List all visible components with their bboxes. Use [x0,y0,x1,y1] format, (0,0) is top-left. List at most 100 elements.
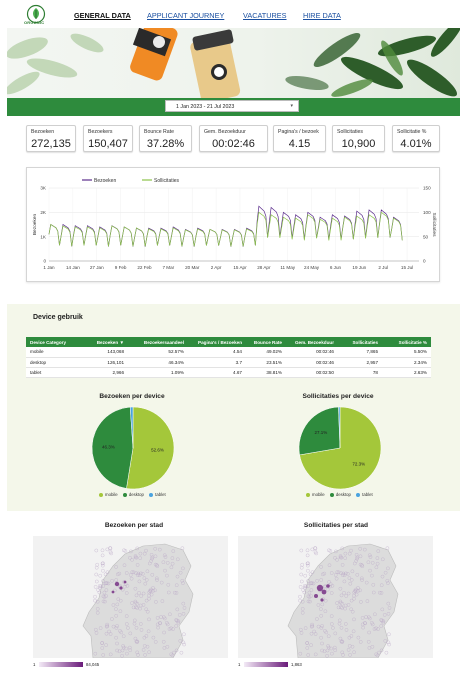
city-dot [305,553,310,558]
city-dot [123,584,127,589]
city-dot [326,634,331,638]
city-dot [377,650,381,655]
city-dot [93,585,98,589]
city-dot [104,624,109,629]
city-dot [137,591,141,595]
table-cell: 143,068 [88,347,128,358]
city-dot [339,626,344,630]
legend-swatch [99,492,103,497]
table-cell: 78 [338,367,382,378]
kpi-value: 00:02:46 [212,138,255,150]
city-dot [333,631,338,636]
tab-applicant-journey[interactable]: APPLICANT JOURNEY [147,11,225,20]
city-dot [124,571,129,575]
city-dot [155,576,159,581]
column-header[interactable]: Sollicitaties [338,337,382,347]
city-dot [101,568,105,573]
tab-vacatures[interactable]: VACATURES [243,11,287,20]
city-dot [104,643,108,647]
city-dot [386,601,391,606]
city-dot [309,643,313,647]
city-dot [134,605,138,610]
city-dot [360,576,364,581]
city-dot [326,644,330,648]
y-tick-right: 0 [423,259,426,264]
column-header[interactable]: Gem. Bezoekduur [286,337,338,347]
city-dot [379,583,384,588]
kpi-label: Sollicitatie % [397,129,427,135]
city-dot [326,645,331,650]
city-dot-highlight [320,598,324,602]
city-dot [144,548,148,553]
date-range-selector[interactable]: 1 Jan 2023 - 21 Jul 2023 ▾ [165,100,299,112]
city-dot [382,613,387,617]
city-dot [336,570,341,575]
city-dot-highlight [321,589,327,595]
city-dot [148,589,153,594]
city-dot [170,561,175,566]
city-dot [298,585,303,589]
city-dot [368,555,373,559]
city-dot [124,646,128,651]
kpi-value: 4.15 [288,138,311,150]
x-tick-label: 27 Jan [90,265,104,270]
column-header[interactable]: Bezoekersaandeel [128,337,188,347]
city-dot [305,548,310,553]
column-header[interactable]: Device Category [26,337,88,347]
tab-general-data[interactable]: GENERAL DATA [74,11,131,20]
city-dot [298,651,303,656]
city-dot [354,559,358,563]
legend-label: Bezoeken [94,178,116,184]
city-dot [350,569,355,574]
column-header[interactable]: Bezoeken ▼ [88,337,128,347]
city-dot [349,598,354,603]
city-dot [153,546,157,551]
scale-min: 1 [33,662,36,667]
city-dot [162,553,167,558]
city-dot [135,650,139,655]
city-dot [166,583,171,587]
city-dot [101,594,106,599]
tab-hire-data[interactable]: HIRE DATA [303,11,341,20]
city-dot [149,559,153,563]
city-dot-highlight [316,584,324,592]
city-dot [344,628,349,632]
city-dot [355,573,360,577]
city-dot [174,624,178,628]
city-dot [170,556,175,560]
y-tick-right: 100 [423,210,431,215]
map-sollicitaties-per-stad[interactable] [238,536,433,658]
city-dot [108,652,113,657]
city-dot [168,612,172,617]
city-dot [136,573,140,577]
city-dot [160,599,165,603]
column-header[interactable]: Sollicitatie % [382,337,431,347]
city-dot-highlight [123,580,127,584]
map-bezoeken-per-stad[interactable] [33,536,228,658]
city-dot [374,565,379,570]
city-dot [121,634,126,638]
column-header[interactable]: Pagina's / Bezoeken [188,337,246,347]
city-dot [342,591,346,595]
city-dot [142,576,147,580]
city-dot [174,591,179,595]
city-dot [306,579,310,583]
kpi-label: Bezoeken [31,129,55,135]
city-dot [313,550,318,554]
city-dot [386,566,390,571]
city-dot [165,573,169,578]
city-dot [319,626,324,630]
city-dot [139,628,144,632]
city-dot [377,590,382,595]
city-dot [146,629,151,634]
city-dot [379,648,384,653]
city-dot [121,645,126,650]
city-dot [372,627,377,631]
city-dot [158,547,162,552]
column-header[interactable]: Bounce Rate [246,337,286,347]
city-dot [136,653,140,657]
city-dot [319,578,323,582]
city-dot [179,650,184,655]
city-dot [310,547,315,552]
city-dot [355,555,360,560]
